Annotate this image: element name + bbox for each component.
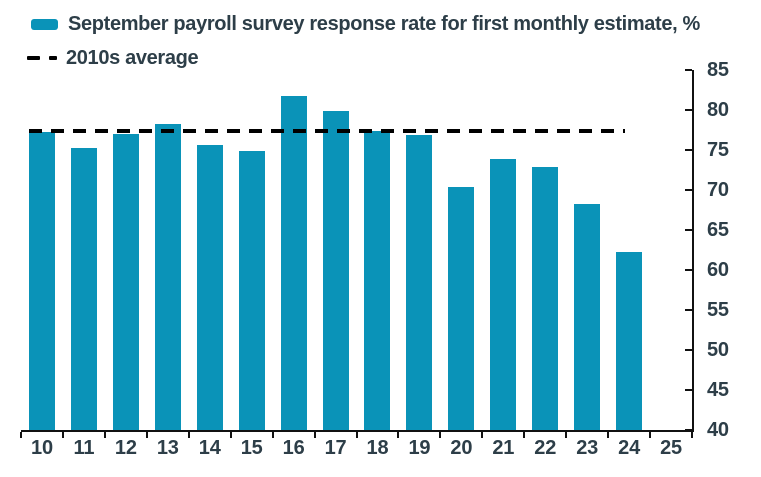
x-tick xyxy=(649,432,652,438)
y-tick xyxy=(685,149,692,151)
x-tick xyxy=(145,432,148,438)
y-tick xyxy=(685,69,692,71)
x-label-25: 25 xyxy=(660,437,682,459)
x-label-16: 16 xyxy=(282,437,305,459)
bar-10 xyxy=(28,131,55,430)
y-label-80: 80 xyxy=(707,99,729,121)
bar-24 xyxy=(616,252,643,430)
x-tick xyxy=(481,432,484,438)
bar-21 xyxy=(490,158,517,430)
legend-series-label: September payroll survey response rate f… xyxy=(68,12,700,35)
y-label-85: 85 xyxy=(707,59,729,81)
bar-13 xyxy=(154,124,181,430)
average-dashed-line xyxy=(29,128,625,134)
y-tick xyxy=(685,189,692,191)
legend-entry-average: 2010s average xyxy=(27,46,199,70)
x-tick xyxy=(20,432,22,438)
dashed-line-legend-icon xyxy=(27,55,57,61)
x-tick xyxy=(103,432,106,438)
legend-average-label: 2010s average xyxy=(66,46,199,69)
bar-14 xyxy=(196,145,223,430)
x-axis-line xyxy=(21,430,694,432)
y-tick xyxy=(685,429,692,431)
x-tick xyxy=(61,432,64,438)
x-label-20: 20 xyxy=(450,437,473,459)
y-tick xyxy=(685,229,692,231)
x-label-19: 19 xyxy=(408,437,431,459)
x-tick xyxy=(439,432,442,438)
bar-23 xyxy=(574,204,601,430)
y-tick xyxy=(685,269,692,271)
x-label-17: 17 xyxy=(324,437,347,459)
x-tick xyxy=(691,432,693,438)
x-tick xyxy=(397,432,400,438)
x-label-24: 24 xyxy=(618,437,641,459)
y-label-40: 40 xyxy=(707,419,729,441)
y-label-75: 75 xyxy=(707,139,729,161)
y-label-55: 55 xyxy=(707,299,729,321)
y-tick xyxy=(685,309,692,311)
bar-12 xyxy=(112,134,139,430)
x-tick xyxy=(313,432,316,438)
bar-20 xyxy=(448,186,475,430)
x-tick xyxy=(229,432,232,438)
x-tick xyxy=(523,432,526,438)
bar-18 xyxy=(364,130,391,430)
x-tick xyxy=(607,432,610,438)
series-swatch-icon xyxy=(31,18,58,30)
x-label-11: 11 xyxy=(73,437,95,459)
x-tick xyxy=(271,432,274,438)
legend-entry-series: September payroll survey response rate f… xyxy=(31,12,700,36)
bar-15 xyxy=(238,150,265,430)
y-tick xyxy=(685,349,692,351)
x-label-22: 22 xyxy=(534,437,557,459)
y-axis-line xyxy=(692,70,694,432)
y-label-45: 45 xyxy=(707,379,729,401)
x-label-21: 21 xyxy=(492,437,515,459)
y-tick xyxy=(685,389,692,391)
x-tick xyxy=(355,432,358,438)
y-label-50: 50 xyxy=(707,339,729,361)
plot-area: 10 11 12 13 14 15 16 17 18 19 20 21 22 23 24 25 40 45 50 5… xyxy=(20,59,729,459)
y-label-60: 60 xyxy=(707,259,729,281)
x-tick xyxy=(565,432,568,438)
x-label-13: 13 xyxy=(156,437,179,459)
y-label-70: 70 xyxy=(707,179,729,201)
bar-17 xyxy=(322,110,349,430)
x-tick xyxy=(187,432,190,438)
bar-11 xyxy=(70,148,97,430)
x-label-14: 14 xyxy=(198,437,221,459)
x-label-15: 15 xyxy=(240,437,263,459)
y-label-65: 65 xyxy=(707,219,729,241)
x-label-23: 23 xyxy=(576,437,599,459)
x-label-10: 10 xyxy=(31,437,53,459)
x-label-18: 18 xyxy=(366,437,389,459)
x-label-12: 12 xyxy=(114,437,137,459)
bar-16 xyxy=(280,95,307,430)
bar-19 xyxy=(406,134,433,430)
bar-22 xyxy=(532,166,559,430)
y-tick xyxy=(685,109,692,111)
